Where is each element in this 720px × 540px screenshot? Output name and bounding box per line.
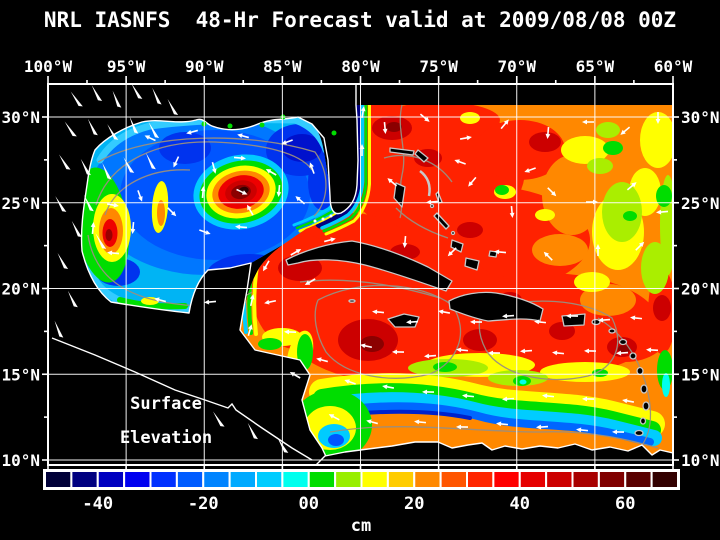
colorbar-cell [650, 470, 679, 489]
colorbar-tick-label: -20 [188, 494, 219, 514]
colorbar-tick-label: 60 [615, 494, 635, 514]
colorbar-cell [123, 470, 152, 489]
colorbar-cell [228, 470, 257, 489]
lon-tick-label: 70°W [497, 57, 536, 76]
latitude-tick-labels: 30°N 30°N 25°N 25°N 20°N 20°N 15°N 15°N 10°N 10°N [1, 108, 719, 470]
lon-tick-label: 90°W [185, 57, 224, 76]
puerto-rico-island [561, 313, 586, 327]
colorbar-cell [386, 470, 416, 489]
longitude-tick-labels: 100°W 95°W 90°W 85°W 80°W 75°W 70°W 65°W 60°W [24, 57, 693, 76]
colorbar-cell [70, 470, 99, 489]
colorbar [44, 470, 679, 489]
plot-title: NRL IASNFS 48-Hr Forecast valid at 2009/… [44, 8, 676, 32]
colorbar-cell [96, 470, 126, 489]
lat-tick-label-right: 15°N [681, 365, 720, 384]
colorbar-tick-label: -40 [82, 494, 113, 514]
lat-tick-label-left: 30°N [1, 108, 40, 127]
land-masses [48, 84, 673, 465]
colorbar-cell [545, 470, 574, 489]
colorbar-cell [281, 470, 310, 489]
colorbar-cell [597, 470, 627, 489]
colorbar-cell [413, 470, 442, 489]
lat-tick-label-left: 15°N [1, 365, 40, 384]
lon-tick-label: 60°W [654, 57, 693, 76]
colorbar-cell [255, 470, 284, 489]
colorbar-cell [175, 470, 205, 489]
colorbar-cell [466, 470, 495, 489]
colorbar-cell [518, 470, 548, 489]
lat-tick-label-right: 30°N [681, 108, 720, 127]
pacific-coastline [51, 337, 313, 461]
colorbar-unit-label: cm [351, 516, 371, 536]
lon-tick-label: 85°W [263, 57, 302, 76]
bathymetry-contours [87, 104, 659, 449]
colorbar-border [43, 469, 680, 490]
lon-tick-label: 75°W [419, 57, 458, 76]
lat-tick-label-left: 25°N [1, 194, 40, 213]
north-central-america-land [48, 84, 359, 465]
lat-tick-label-left: 20°N [1, 280, 40, 299]
colorbar-cell [571, 470, 600, 489]
florida-keys [313, 214, 333, 223]
south-america-land [315, 441, 673, 465]
domain-cutoff-strip [356, 84, 673, 105]
hispaniola-island [448, 291, 544, 322]
colorbar-cell [360, 470, 389, 489]
lesser-antilles-islands [348, 299, 650, 437]
lat-tick-label-right: 25°N [681, 194, 720, 213]
colorbar-cell [202, 470, 231, 489]
lon-tick-label: 95°W [107, 57, 146, 76]
colorbar-cell [307, 470, 337, 489]
colorbar-cell [149, 470, 178, 489]
lon-tick-label: 65°W [576, 57, 615, 76]
colorbar-tick-label: 00 [299, 494, 319, 514]
colorbar-cell [624, 470, 653, 489]
cuba-island [285, 240, 453, 292]
colorbar-cell [44, 470, 73, 489]
lat-tick-label-left: 10°N [1, 451, 40, 470]
latlon-grid [48, 84, 673, 465]
annotation-elevation: Elevation [120, 428, 212, 448]
colorbar-cell [439, 470, 468, 489]
lon-tick-label: 80°W [341, 57, 380, 76]
lon-tick-label: 100°W [24, 57, 73, 76]
map-plot-area [48, 84, 673, 465]
lat-tick-label-right: 20°N [681, 280, 720, 299]
lat-tick-label-right: 10°N [681, 451, 720, 470]
colorbar-cell [492, 470, 521, 489]
colorbar-tick-labels: -40 -20 00 20 40 60 [82, 494, 635, 514]
colorbar-cell [334, 470, 363, 489]
colorbar-tick-label: 20 [404, 494, 424, 514]
colorbar-tick-label: 40 [510, 494, 530, 514]
bahamas-islands [389, 147, 498, 271]
annotation-surface: Surface [130, 394, 202, 414]
